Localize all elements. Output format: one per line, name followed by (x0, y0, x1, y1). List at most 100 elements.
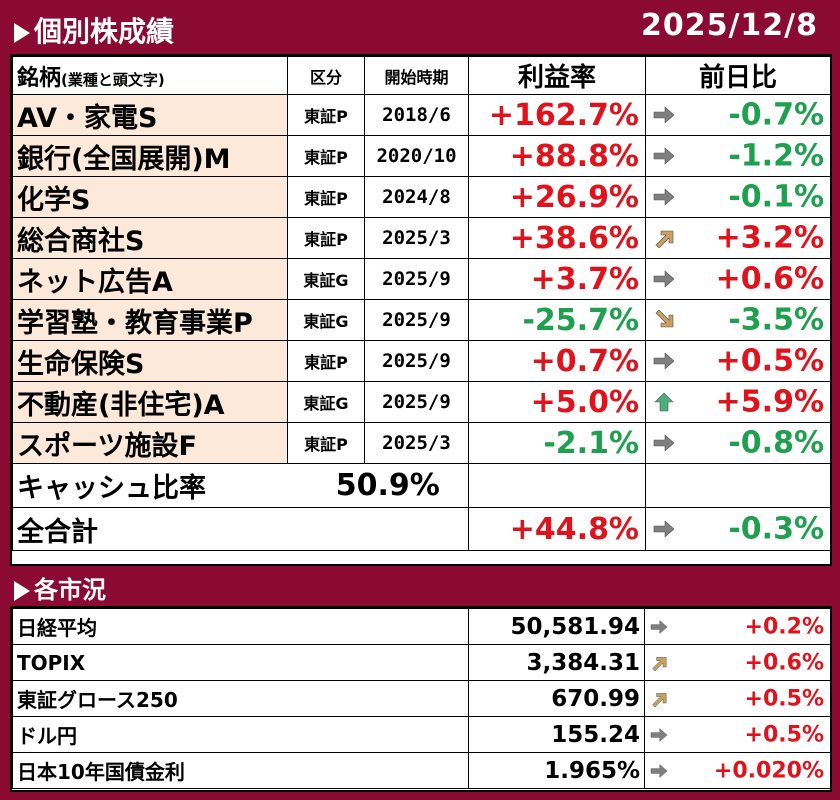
stock-profit: +0.7% (468, 340, 646, 382)
stock-market: 東証P (287, 94, 365, 136)
stock-start: 2025/9 (364, 258, 469, 300)
market-row: ドル円 155.24 +0.5% (12, 716, 831, 753)
market-name: 日経平均 (12, 608, 469, 645)
stock-market: 東証P (287, 422, 365, 464)
arrow-right-icon (653, 106, 675, 124)
market-row: 日本10年国債金利 1.965% +0.020% (12, 752, 831, 789)
stock-daily-cell: -3.5% (645, 299, 831, 341)
market-row: TOPIX 3,384.31 +0.6% (12, 644, 831, 681)
market-value: 1.965% (468, 752, 645, 789)
arrow-up-icon (654, 392, 674, 412)
stock-name: 総合商社S (12, 217, 288, 259)
col-name-note: (業種と頭文字) (61, 70, 165, 89)
market-change: +0.020% (713, 758, 824, 783)
stock-start: 2018/6 (364, 94, 469, 136)
stock-start: 2025/9 (364, 340, 469, 382)
market-name: ドル円 (12, 716, 469, 753)
arrow-right-icon (653, 270, 675, 288)
arrow-right-icon (653, 520, 675, 538)
market-change: +0.6% (744, 650, 824, 675)
market-value: 50,581.94 (468, 608, 645, 645)
stock-row: ネット広告A 東証G 2025/9 +3.7% +0.6% (12, 258, 831, 300)
market-change: +0.2% (744, 614, 824, 639)
market-name: 東証グロース250 (12, 680, 469, 717)
stock-row: 銀行(全国展開)M 東証P 2020/10 +88.8% -1.2% (12, 135, 831, 177)
arrow-right-icon (653, 147, 675, 165)
stock-daily-cell: -0.8% (645, 422, 831, 464)
stock-market: 東証P (287, 135, 365, 177)
market-name: 日本10年国債金利 (12, 752, 469, 789)
header-title-wrap: 個別株成績 (14, 10, 174, 50)
stock-daily: -0.8% (728, 425, 824, 461)
triangle-right-icon (14, 581, 30, 601)
arrow-down-right-icon (655, 310, 674, 328)
stock-daily: -0.7% (728, 97, 824, 133)
col-market-header: 区分 (287, 56, 365, 95)
stock-daily: -0.1% (728, 179, 824, 215)
stock-profit: +162.7% (468, 94, 646, 136)
market-header-title-wrap: 各市況 (14, 570, 106, 605)
arrow-right-icon (653, 188, 675, 206)
market-change: +0.5% (744, 686, 824, 711)
col-profit-header: 利益率 (468, 56, 646, 95)
top-header: 個別株成績 2025/12/8 (0, 0, 840, 54)
stock-start: 2025/3 (364, 422, 469, 464)
arrow-up-right-icon (652, 692, 667, 707)
stock-row: 学習塾・教育事業P 東証G 2025/9 -25.7% -3.5% (12, 299, 831, 341)
stock-daily: +5.9% (715, 384, 824, 420)
stock-profit: -25.7% (468, 299, 646, 341)
col-name-label: 銘柄 (17, 65, 62, 91)
market-value: 670.99 (468, 680, 645, 717)
arrow-right-icon (650, 763, 668, 778)
total-row: 全合計 +44.8% -0.3% (12, 507, 831, 551)
stock-market: 東証G (287, 299, 365, 341)
stock-market: 東証P (287, 217, 365, 259)
stock-name: 不動産(非住宅)A (12, 381, 288, 423)
cash-label: キャッシュ比率 (12, 463, 288, 508)
stock-profit: +26.9% (468, 176, 646, 218)
page-title: 個別株成績 (34, 15, 175, 48)
arrow-right-icon (650, 619, 668, 634)
stock-row: 総合商社S 東証P 2025/3 +38.6% +3.2% (12, 217, 831, 259)
stock-name: 生命保険S (12, 340, 288, 382)
stock-header-row: 銘柄(業種と頭文字) 区分 開始時期 利益率 前日比 (12, 56, 831, 95)
stock-row: 不動産(非住宅)A 東証G 2025/9 +5.0% +5.9% (12, 381, 831, 423)
stock-daily: -1.2% (728, 138, 824, 174)
stock-market: 東証P (287, 340, 365, 382)
stock-start: 2024/8 (364, 176, 469, 218)
stock-row: AV・家電S 東証P 2018/6 +162.7% -0.7% (12, 94, 831, 136)
cash-empty-2 (645, 463, 831, 508)
market-change-cell: +0.020% (644, 752, 831, 789)
market-name: TOPIX (12, 644, 469, 681)
market-change-cell: +0.2% (644, 608, 831, 645)
col-name-header: 銘柄(業種と頭文字) (12, 56, 288, 95)
stock-daily-cell: +0.6% (645, 258, 831, 300)
col-daily-header: 前日比 (645, 56, 831, 95)
stock-profit: +88.8% (468, 135, 646, 177)
stock-daily: -3.5% (728, 302, 824, 338)
market-change-cell: +0.5% (644, 680, 831, 717)
stock-row: スポーツ施設F 東証P 2025/3 -2.1% -0.8% (12, 422, 831, 464)
stock-daily: +3.2% (715, 220, 824, 256)
stock-row: 生命保険S 東証P 2025/9 +0.7% +0.5% (12, 340, 831, 382)
stock-row: 化学S 東証P 2024/8 +26.9% -0.1% (12, 176, 831, 218)
stock-name: 銀行(全国展開)M (12, 135, 288, 177)
cash-empty-1 (468, 463, 646, 508)
market-panel: 日経平均 50,581.94 +0.2% TOPIX 3,384.31 +0.6% 東証グロ… (10, 606, 832, 792)
market-value: 3,384.31 (468, 644, 645, 681)
stock-daily-cell: -0.7% (645, 94, 831, 136)
stock-start: 2025/3 (364, 217, 469, 259)
stock-profit: +38.6% (468, 217, 646, 259)
stock-profit: -2.1% (468, 422, 646, 464)
market-change-cell: +0.5% (644, 716, 831, 753)
market-row: 東証グロース250 670.99 +0.5% (12, 680, 831, 717)
stock-name: 学習塾・教育事業P (12, 299, 288, 341)
col-start-header: 開始時期 (364, 56, 469, 95)
stock-daily-cell: +5.9% (645, 381, 831, 423)
market-value: 155.24 (468, 716, 645, 753)
market-title: 各市況 (34, 576, 106, 604)
stock-daily-cell: -1.2% (645, 135, 831, 177)
stock-table: 銘柄(業種と頭文字) 区分 開始時期 利益率 前日比 AV・家電S 東証P 2018/6 +16… (12, 56, 831, 551)
stock-daily: +0.5% (715, 343, 824, 379)
arrow-right-icon (653, 352, 675, 370)
